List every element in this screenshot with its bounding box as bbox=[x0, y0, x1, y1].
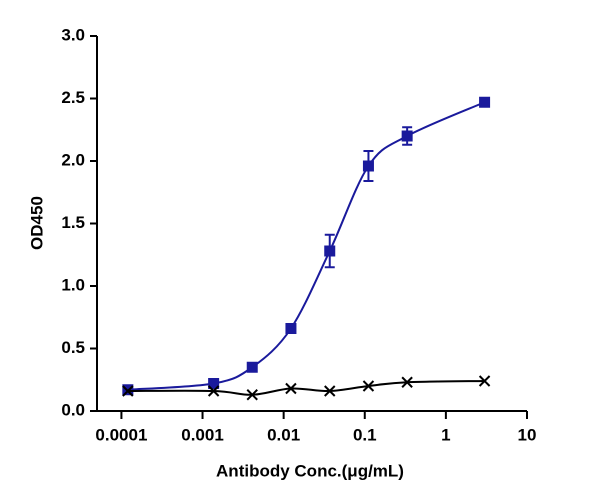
marker bbox=[479, 96, 491, 108]
marker bbox=[122, 385, 134, 397]
marker bbox=[478, 375, 491, 387]
marker bbox=[207, 385, 220, 397]
marker bbox=[401, 130, 413, 142]
marker bbox=[246, 361, 258, 373]
x-tick-label: 0.01 bbox=[267, 425, 300, 444]
marker bbox=[208, 378, 220, 389]
marker bbox=[246, 389, 258, 401]
marker bbox=[362, 380, 375, 392]
y-tick-label: 0.5 bbox=[61, 338, 85, 357]
x-axis-label: Antibody Conc.(μg/mL) bbox=[216, 461, 404, 480]
marker bbox=[324, 385, 336, 397]
y-tick-label: 2.5 bbox=[61, 88, 85, 107]
y-tick-label: 1.5 bbox=[61, 213, 85, 232]
marker bbox=[285, 382, 297, 395]
x-tick-label: 0.0001 bbox=[95, 425, 147, 444]
y-tick-label: 2.0 bbox=[61, 150, 85, 169]
y-tick-label: 0.0 bbox=[61, 400, 85, 419]
x-tick-label: 0.001 bbox=[181, 425, 224, 444]
x-tick-label: 0.1 bbox=[353, 425, 377, 444]
x-tick-label: 1 bbox=[441, 425, 450, 444]
y-tick-label: 1.0 bbox=[61, 275, 85, 294]
marker bbox=[401, 376, 413, 388]
y-tick-label: 3.0 bbox=[61, 25, 85, 44]
y-axis-label: OD450 bbox=[27, 196, 46, 250]
marker bbox=[324, 245, 336, 257]
marker bbox=[362, 160, 374, 172]
fit-line bbox=[127, 380, 485, 396]
x-tick-label: 10 bbox=[518, 425, 537, 444]
marker bbox=[285, 323, 297, 334]
fit-line bbox=[127, 101, 485, 391]
